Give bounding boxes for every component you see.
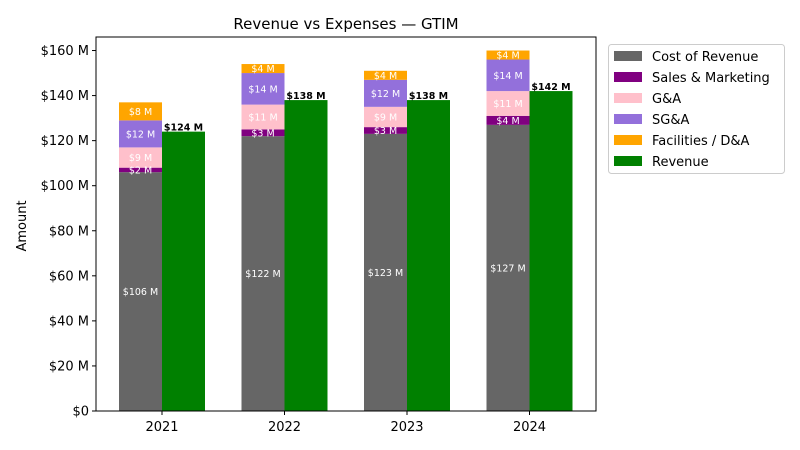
x-axis: 2021 2022 2023 2024 <box>145 411 546 435</box>
bar-segment-g-a <box>364 106 407 128</box>
legend-label: Sales & Marketing <box>652 71 770 86</box>
bar-segment-label: $106 M <box>123 287 158 298</box>
legend-swatch <box>614 156 642 166</box>
revenue-label: $124 M <box>164 123 203 134</box>
bar-segment-g-a <box>241 104 285 130</box>
data-labels-group: $106 M$2 M$9 M$12 M$8 M$124 M$122 M$3 M$… <box>123 51 571 299</box>
y-axis: $0 $20 M $40 M $60 M $80 M $100 M $120 M $140 M… <box>41 44 96 420</box>
bar-segment-label: $11 M <box>248 112 277 123</box>
bar-segment-label: $4 M <box>496 116 519 127</box>
bar-segment-sg-a <box>486 59 530 92</box>
bar-segment-cost-of-revenue <box>486 124 530 412</box>
y-axis-label: Amount <box>15 200 30 251</box>
x-tick-label: 2023 <box>390 420 423 435</box>
y-tick-label: $20 M <box>49 359 89 374</box>
y-tick-label: $100 M <box>41 179 89 194</box>
bar-segment-sales-marketing <box>364 127 407 134</box>
bar-segment-label: $9 M <box>374 112 397 123</box>
bar-segment-sg-a <box>364 79 407 107</box>
y-tick-label: $120 M <box>41 134 89 149</box>
y-tick-label: $40 M <box>49 314 89 329</box>
legend-label: SG&A <box>652 113 689 128</box>
bar-segment-label: $14 M <box>248 84 277 95</box>
revenue-label: $138 M <box>409 91 448 102</box>
legend-label: Cost of Revenue <box>652 50 758 65</box>
bar-segment-cost-of-revenue <box>364 133 407 411</box>
revenue-label: $138 M <box>286 91 325 102</box>
bar-segment-label: $127 M <box>490 263 525 274</box>
bar-segment-label: $4 M <box>374 71 397 82</box>
bar-segment-label: $3 M <box>374 126 397 137</box>
bar-segment-sales-marketing <box>241 129 285 137</box>
bar-segment-sales-marketing <box>486 115 530 125</box>
bar-revenue <box>162 131 205 411</box>
bar-segment-sales-marketing <box>119 167 162 173</box>
y-tick-label: $60 M <box>49 269 89 284</box>
legend-label: Revenue <box>652 155 709 170</box>
legend-box <box>608 44 785 174</box>
revenue-label: $142 M <box>531 82 570 93</box>
x-tick-label: 2022 <box>268 420 301 435</box>
bar-segment-sg-a <box>119 120 162 148</box>
bar-segment-label: $11 M <box>493 99 522 110</box>
x-tick-label: 2024 <box>513 420 546 435</box>
bar-segment-label: $12 M <box>126 129 155 140</box>
bars-group <box>119 50 573 412</box>
bar-segment-label: $4 M <box>251 64 274 75</box>
bar-segment-cost-of-revenue <box>241 136 285 412</box>
y-tick-label: $140 M <box>41 89 89 104</box>
x-tick-label: 2021 <box>145 420 178 435</box>
bar-segment-label: $9 M <box>129 153 152 164</box>
y-tick-label: $80 M <box>49 224 89 239</box>
bar-segment-label: $123 M <box>368 268 403 279</box>
bar-segment-g-a <box>119 147 162 168</box>
legend-swatch <box>614 93 642 103</box>
bar-segment-label: $12 M <box>371 89 400 100</box>
y-tick-label: $160 M <box>41 44 89 59</box>
legend-swatch <box>614 51 642 61</box>
bar-segment-label: $14 M <box>493 71 522 82</box>
bar-segment-facilities-d-a <box>119 102 162 121</box>
legend-label: G&A <box>652 92 681 107</box>
bar-segment-label: $3 M <box>251 128 274 139</box>
plot-frame <box>95 36 597 412</box>
bar-segment-label: $122 M <box>245 269 280 280</box>
legend: Cost of Revenue Sales & Marketing G&A SG&A F… <box>608 44 785 174</box>
chart-title: Revenue vs Expenses — GTIM <box>233 15 458 33</box>
bar-segment-facilities-d-a <box>241 64 285 74</box>
bar-segment-cost-of-revenue <box>119 172 162 411</box>
bar-segment-g-a <box>486 91 530 116</box>
legend-swatch <box>614 114 642 124</box>
legend-label: Facilities / D&A <box>652 134 750 149</box>
legend-swatch <box>614 135 642 145</box>
bar-segment-facilities-d-a <box>364 70 407 80</box>
bar-segment-label: $2 M <box>129 165 152 176</box>
bar-revenue <box>284 100 328 411</box>
bar-revenue <box>407 100 450 411</box>
bar-segment-label: $8 M <box>129 107 152 118</box>
legend-swatch <box>614 72 642 82</box>
bar-segment-sg-a <box>241 73 285 105</box>
y-tick-label: $0 <box>72 405 89 420</box>
bar-segment-facilities-d-a <box>486 50 530 60</box>
bar-segment-label: $4 M <box>496 51 519 62</box>
bar-revenue <box>529 91 573 411</box>
